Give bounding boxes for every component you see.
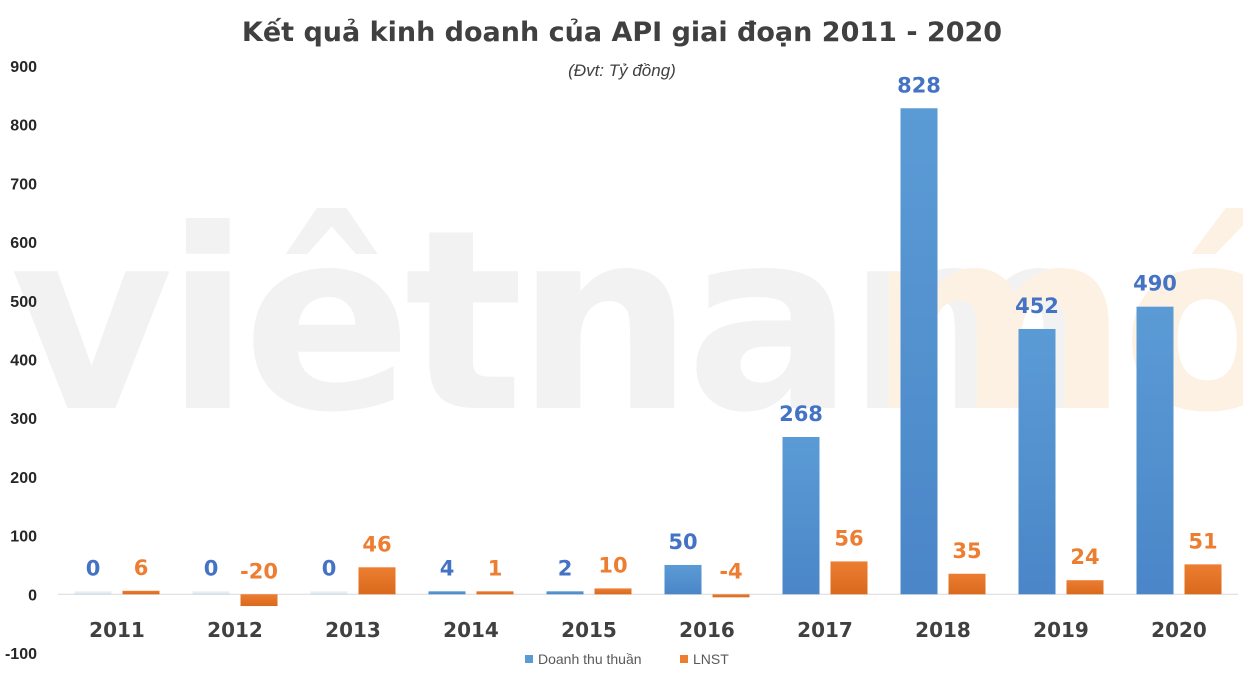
y-tick-label: 700: [10, 176, 37, 193]
bar-lnst-2013: [358, 567, 396, 595]
y-tick-label: 600: [10, 235, 37, 252]
data-label-doanh-thu-2014: 4: [440, 556, 455, 580]
chart-title: Kết quả kinh doanh của API giai đoạn 201…: [242, 17, 1002, 48]
y-tick-label: 200: [10, 470, 37, 487]
y-tick-label: 500: [10, 294, 37, 311]
bar-lnst-2014: [476, 591, 514, 595]
data-label-lnst-2013: 46: [362, 532, 391, 556]
bar-doanh-thu-2011: [74, 591, 112, 595]
x-axis: 2011 2012 2013 2014 2015 2016 2017 2018 2019 2020: [89, 618, 1207, 642]
bar-doanh-thu-2015: [546, 591, 584, 595]
bars: [74, 108, 1222, 607]
data-label-lnst-2020: 51: [1188, 529, 1217, 553]
bar-lnst-2018: [948, 573, 986, 595]
x-tick-label-2017: 2017: [797, 618, 853, 642]
legend-swatch-doanh-thu: [525, 655, 533, 663]
data-labels: 0 6 0 -20 0 46 4 1 2 10 50 -4 268 56 828 35 452 24 490 51: [86, 73, 1218, 583]
bar-doanh-thu-2016: [664, 564, 702, 595]
y-tick-label: 300: [10, 411, 37, 428]
x-tick-label-2011: 2011: [89, 618, 145, 642]
bar-doanh-thu-2014: [428, 591, 466, 595]
y-tick-label: 800: [10, 118, 37, 135]
bar-lnst-2012: [240, 594, 278, 607]
bar-doanh-thu-2012: [192, 591, 230, 595]
bar-doanh-thu-2020: [1136, 306, 1174, 595]
data-label-doanh-thu-2018: 828: [897, 73, 941, 97]
x-tick-label-2014: 2014: [443, 618, 499, 642]
y-tick-label: 100: [10, 529, 37, 546]
bar-doanh-thu-2013: [310, 591, 348, 595]
x-tick-label-2020: 2020: [1151, 618, 1207, 642]
bar-lnst-2011: [122, 590, 160, 595]
data-label-doanh-thu-2016: 50: [668, 530, 697, 554]
data-label-lnst-2018: 35: [952, 539, 981, 563]
bar-lnst-2015: [594, 588, 632, 595]
data-label-doanh-thu-2017: 268: [779, 402, 823, 426]
data-label-lnst-2015: 10: [598, 553, 627, 577]
bar-lnst-2017: [830, 561, 868, 595]
bar-lnst-2020: [1184, 564, 1222, 595]
bar-lnst-2019: [1066, 580, 1104, 595]
legend-label-lnst: LNST: [693, 651, 729, 667]
data-label-doanh-thu-2013: 0: [322, 556, 337, 580]
data-label-lnst-2014: 1: [488, 556, 503, 580]
x-tick-label-2019: 2019: [1033, 618, 1089, 642]
data-label-lnst-2016: -4: [719, 559, 742, 583]
legend: Doanh thu thuần LNST: [525, 651, 729, 667]
legend-swatch-lnst: [680, 655, 688, 663]
y-tick-label: 900: [10, 59, 37, 76]
y-tick-label: 400: [10, 353, 37, 370]
y-tick-label: 0: [28, 587, 37, 604]
data-label-doanh-thu-2011: 0: [86, 556, 101, 580]
x-tick-label-2012: 2012: [207, 618, 263, 642]
data-label-doanh-thu-2012: 0: [204, 556, 219, 580]
x-tick-label-2015: 2015: [561, 618, 617, 642]
data-label-lnst-2019: 24: [1070, 545, 1099, 569]
data-label-lnst-2011: 6: [134, 556, 149, 580]
watermark: viêtnam mới: [10, 176, 1243, 467]
legend-label-doanh-thu: Doanh thu thuần: [538, 651, 642, 667]
data-label-doanh-thu-2019: 452: [1015, 294, 1059, 318]
x-tick-label-2018: 2018: [915, 618, 971, 642]
bar-lnst-2016: [712, 594, 750, 598]
y-tick-label: -100: [5, 646, 37, 663]
x-tick-label-2013: 2013: [325, 618, 381, 642]
y-axis: -100 0 100 200 300 400 500 600 700 800 900: [5, 59, 37, 663]
data-label-lnst-2012: -20: [240, 559, 278, 583]
data-label-doanh-thu-2015: 2: [558, 556, 573, 580]
data-label-lnst-2017: 56: [834, 526, 863, 550]
data-label-doanh-thu-2020: 490: [1133, 272, 1177, 296]
chart-subtitle: (Đvt: Tỷ đồng): [568, 61, 676, 80]
x-tick-label-2016: 2016: [679, 618, 735, 642]
bar-doanh-thu-2018: [900, 108, 938, 595]
bar-doanh-thu-2017: [782, 436, 820, 595]
bar-doanh-thu-2019: [1018, 328, 1056, 595]
